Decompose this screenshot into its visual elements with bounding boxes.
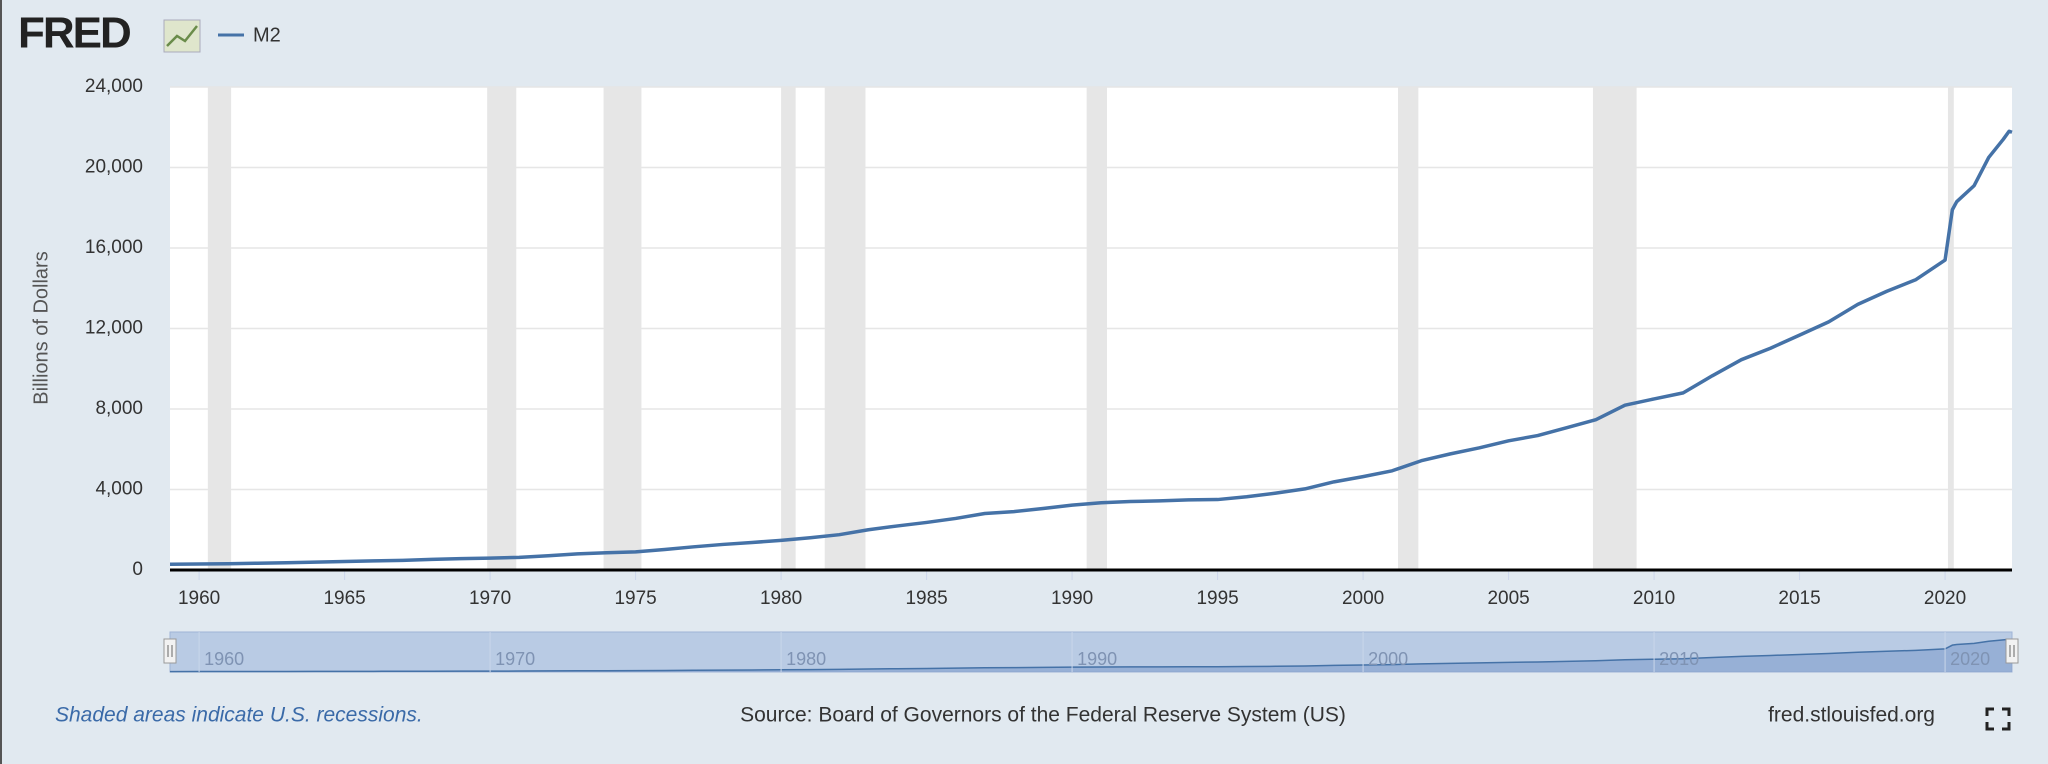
site-link[interactable]: fred.stlouisfed.org: [1768, 704, 1935, 727]
fullscreen-button[interactable]: [1985, 707, 2011, 731]
recession-note: Shaded areas indicate U.S. recessions.: [55, 704, 423, 727]
navigator-tick-label: 2000: [1368, 649, 1408, 669]
navigator-handle[interactable]: [163, 638, 177, 664]
y-tick-label: 12,000: [85, 318, 143, 339]
navigator-tick-label: 2010: [1659, 649, 1699, 669]
navigator-handle[interactable]: [2005, 638, 2019, 664]
source: Source: Board of Governors of the Federa…: [740, 704, 1346, 727]
handle-body: [2005, 638, 2019, 664]
x-tick-label: 2000: [1342, 588, 1384, 609]
y-tick-label: 24,000: [85, 76, 143, 97]
x-tick-label: 2020: [1924, 588, 1966, 609]
series-line: [169, 129, 2013, 566]
navigator-tick-label: 1970: [495, 649, 535, 669]
y-axis-label: Billions of Dollars: [30, 251, 52, 404]
navigator[interactable]: 1960 1970 1980 1990 2000 2010 2020: [163, 631, 2019, 673]
legend-label[interactable]: M2: [253, 24, 281, 46]
x-tick-label: 2005: [1487, 588, 1529, 609]
navigator-tick-label: 1980: [786, 649, 826, 669]
x-tick-label: 1975: [614, 588, 656, 609]
navigator-line: [169, 638, 2013, 673]
navigator-tick-label: 1990: [1077, 649, 1117, 669]
x-tick-label: 2015: [1778, 588, 1820, 609]
y-tick-label: 8,000: [95, 398, 143, 419]
y-tick-label: 16,000: [85, 237, 143, 258]
x-tick-label: 1980: [760, 588, 802, 609]
navigator-area: [170, 639, 2012, 672]
x-tick-label: 1965: [323, 588, 365, 609]
x-tick-label: 2010: [1633, 588, 1675, 609]
x-tick-label: 1970: [469, 588, 511, 609]
logo-icon: [163, 19, 201, 53]
handle-body: [163, 638, 177, 664]
x-tick-label: 1985: [905, 588, 947, 609]
x-tick-label: 1995: [1196, 588, 1238, 609]
navigator-tick-label: 1960: [204, 649, 244, 669]
navigator-tick-label: 2020: [1950, 649, 1990, 669]
logo: FRED: [18, 9, 130, 58]
x-tick-label: 1960: [178, 588, 220, 609]
left-border: [0, 0, 2, 764]
y-tick-label: 20,000: [85, 157, 143, 178]
y-tick-label: 4,000: [95, 479, 143, 500]
y-tick-label: 0: [132, 559, 143, 580]
x-tick-label: 1990: [1051, 588, 1093, 609]
